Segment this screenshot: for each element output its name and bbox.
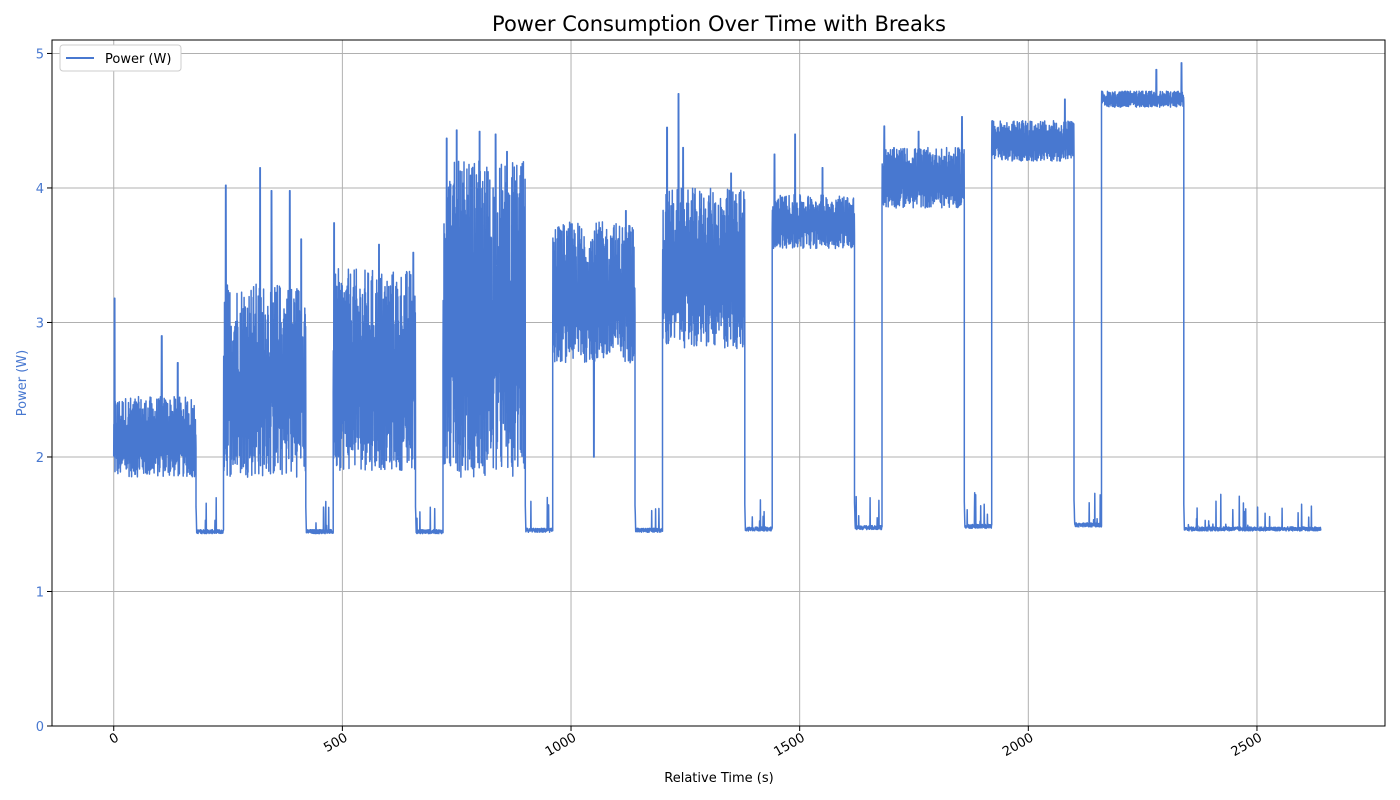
y-tick-label: 3 bbox=[36, 316, 44, 331]
legend-label-power: Power (W) bbox=[105, 52, 171, 67]
legend: Power (W) bbox=[59, 44, 182, 72]
y-axis-ticks: 0 1 2 3 4 5 bbox=[36, 47, 52, 735]
y-tick-label: 5 bbox=[36, 47, 44, 62]
y-tick-label: 2 bbox=[36, 451, 44, 466]
legend-box bbox=[59, 44, 182, 72]
x-axis-label: Relative Time (s) bbox=[664, 771, 773, 786]
plot-area bbox=[112, 62, 1322, 535]
chart-title: Power Consumption Over Time with Breaks bbox=[492, 12, 946, 36]
y-axis-label: Power (W) bbox=[15, 350, 30, 416]
y-tick-label: 0 bbox=[36, 720, 44, 735]
y-tick-label: 1 bbox=[36, 585, 44, 600]
series-power-line bbox=[112, 62, 1322, 535]
axes-frame bbox=[51, 39, 1386, 727]
y-tick-label: 4 bbox=[36, 182, 44, 197]
